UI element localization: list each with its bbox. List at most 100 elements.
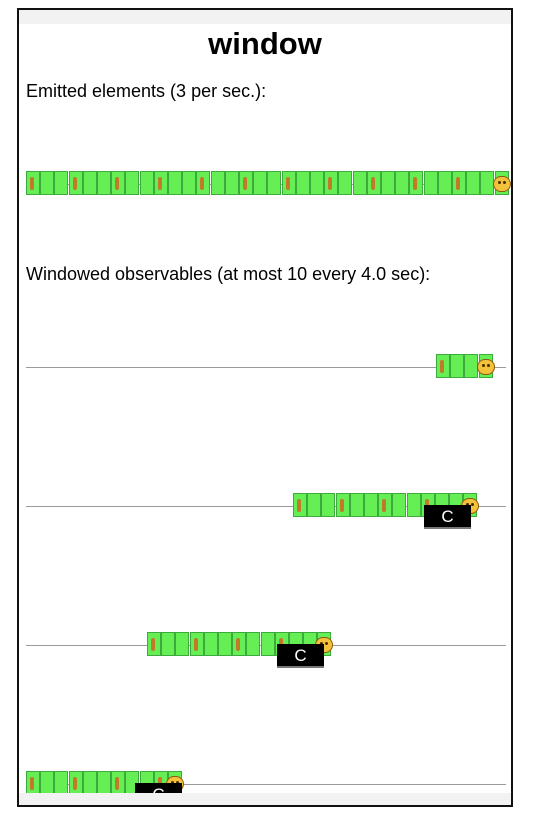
marble-cell <box>40 771 55 795</box>
marble-cell <box>466 171 481 195</box>
marble-cell <box>111 771 126 795</box>
marble-cell <box>54 771 69 795</box>
marble-cell <box>423 171 438 195</box>
marble-cell <box>267 171 282 195</box>
marble-cell <box>153 171 168 195</box>
emitted-timeline <box>26 170 511 200</box>
marble-cell <box>381 171 395 195</box>
marble-cell <box>321 493 336 517</box>
food-item-icon <box>30 777 34 790</box>
completed-marker: C <box>424 505 471 529</box>
marble-cell <box>97 771 111 795</box>
marble-cell <box>293 493 307 517</box>
marble-cell <box>246 632 261 656</box>
food-item-icon <box>370 177 375 190</box>
window-timeline-4: C <box>26 770 506 805</box>
marble-cell <box>476 354 495 378</box>
food-item-icon <box>456 177 460 190</box>
food-item-icon <box>157 177 162 190</box>
window-timeline-1 <box>26 353 506 383</box>
marble-cell <box>366 171 381 195</box>
food-item-icon <box>297 499 301 512</box>
food-item-icon <box>236 638 241 651</box>
food-item-icon <box>115 777 120 790</box>
marble-cell <box>82 171 97 195</box>
marble-cell <box>437 171 452 195</box>
food-item-icon <box>115 177 120 190</box>
status-bar <box>19 10 511 24</box>
food-item-icon <box>72 177 77 190</box>
food-item-icon <box>200 177 205 190</box>
marble-cell <box>224 171 239 195</box>
emitted-label: Emitted elements (3 per sec.): <box>26 81 267 101</box>
marble-cell <box>364 493 378 517</box>
marble-cell <box>349 493 364 517</box>
marble-cell <box>352 171 367 195</box>
marble-cell <box>253 171 268 195</box>
marble-cell <box>324 171 339 195</box>
marble-cell <box>68 771 83 795</box>
marble-cell <box>175 632 190 656</box>
marble-cell <box>189 632 204 656</box>
food-item-icon <box>413 177 418 190</box>
timeline-axis <box>26 784 506 785</box>
hamster-face-icon <box>492 176 511 192</box>
food-item-icon <box>285 177 290 190</box>
marble-cell <box>310 171 324 195</box>
marble-cell <box>392 493 407 517</box>
marble-cell <box>335 493 350 517</box>
marble-cell <box>26 771 40 795</box>
marble-cell <box>239 171 253 195</box>
marble-cell <box>409 171 424 195</box>
window-timeline-3: C <box>26 631 506 668</box>
marble-cell <box>260 632 275 656</box>
marble-cell <box>147 632 161 656</box>
food-item-icon <box>72 777 77 790</box>
food-item-icon <box>30 177 34 190</box>
window-timeline-2: C <box>26 492 506 529</box>
marble-cell <box>125 171 140 195</box>
food-item-icon <box>339 499 344 512</box>
marble-cell <box>406 493 421 517</box>
marble-cell <box>436 354 450 378</box>
marble-cell <box>54 171 69 195</box>
marble-cell <box>168 171 182 195</box>
marble-cell <box>210 171 225 195</box>
marble-cell <box>378 493 393 517</box>
timeline-axis <box>26 367 506 368</box>
marble-cell <box>68 171 83 195</box>
marble-cell <box>492 171 511 195</box>
marble-cell <box>182 171 197 195</box>
marble-cell <box>26 171 40 195</box>
hamster-face-icon <box>476 359 495 375</box>
food-item-icon <box>193 638 198 651</box>
marble-cell <box>111 171 126 195</box>
food-item-icon <box>328 177 333 190</box>
completed-marker: C <box>277 644 324 668</box>
marble-cell <box>203 632 218 656</box>
marble-cell <box>307 493 322 517</box>
page-title: window <box>208 26 322 61</box>
marble-cell <box>232 632 247 656</box>
food-item-icon <box>382 499 387 512</box>
food-item-icon <box>151 638 155 651</box>
marble-cell <box>97 171 111 195</box>
marble-cell <box>82 771 97 795</box>
marble-cell <box>161 632 176 656</box>
marble-cell <box>338 171 353 195</box>
windowed-label: Windowed observables (at most 10 every 4… <box>26 264 431 284</box>
marble-cell <box>218 632 232 656</box>
food-item-icon <box>243 177 247 190</box>
bottom-bar <box>19 793 511 805</box>
marble-cell <box>196 171 211 195</box>
marble-cell <box>452 171 466 195</box>
marble-cell <box>395 171 410 195</box>
marble-cell <box>295 171 310 195</box>
marble-cell <box>281 171 296 195</box>
window-screen: window Emitted elements (3 per sec.): Wi… <box>17 8 513 807</box>
timeline-axis <box>26 506 506 507</box>
marble-cell <box>40 171 55 195</box>
marble-cell <box>139 171 154 195</box>
food-item-icon <box>440 360 444 373</box>
marble-cell <box>450 354 465 378</box>
